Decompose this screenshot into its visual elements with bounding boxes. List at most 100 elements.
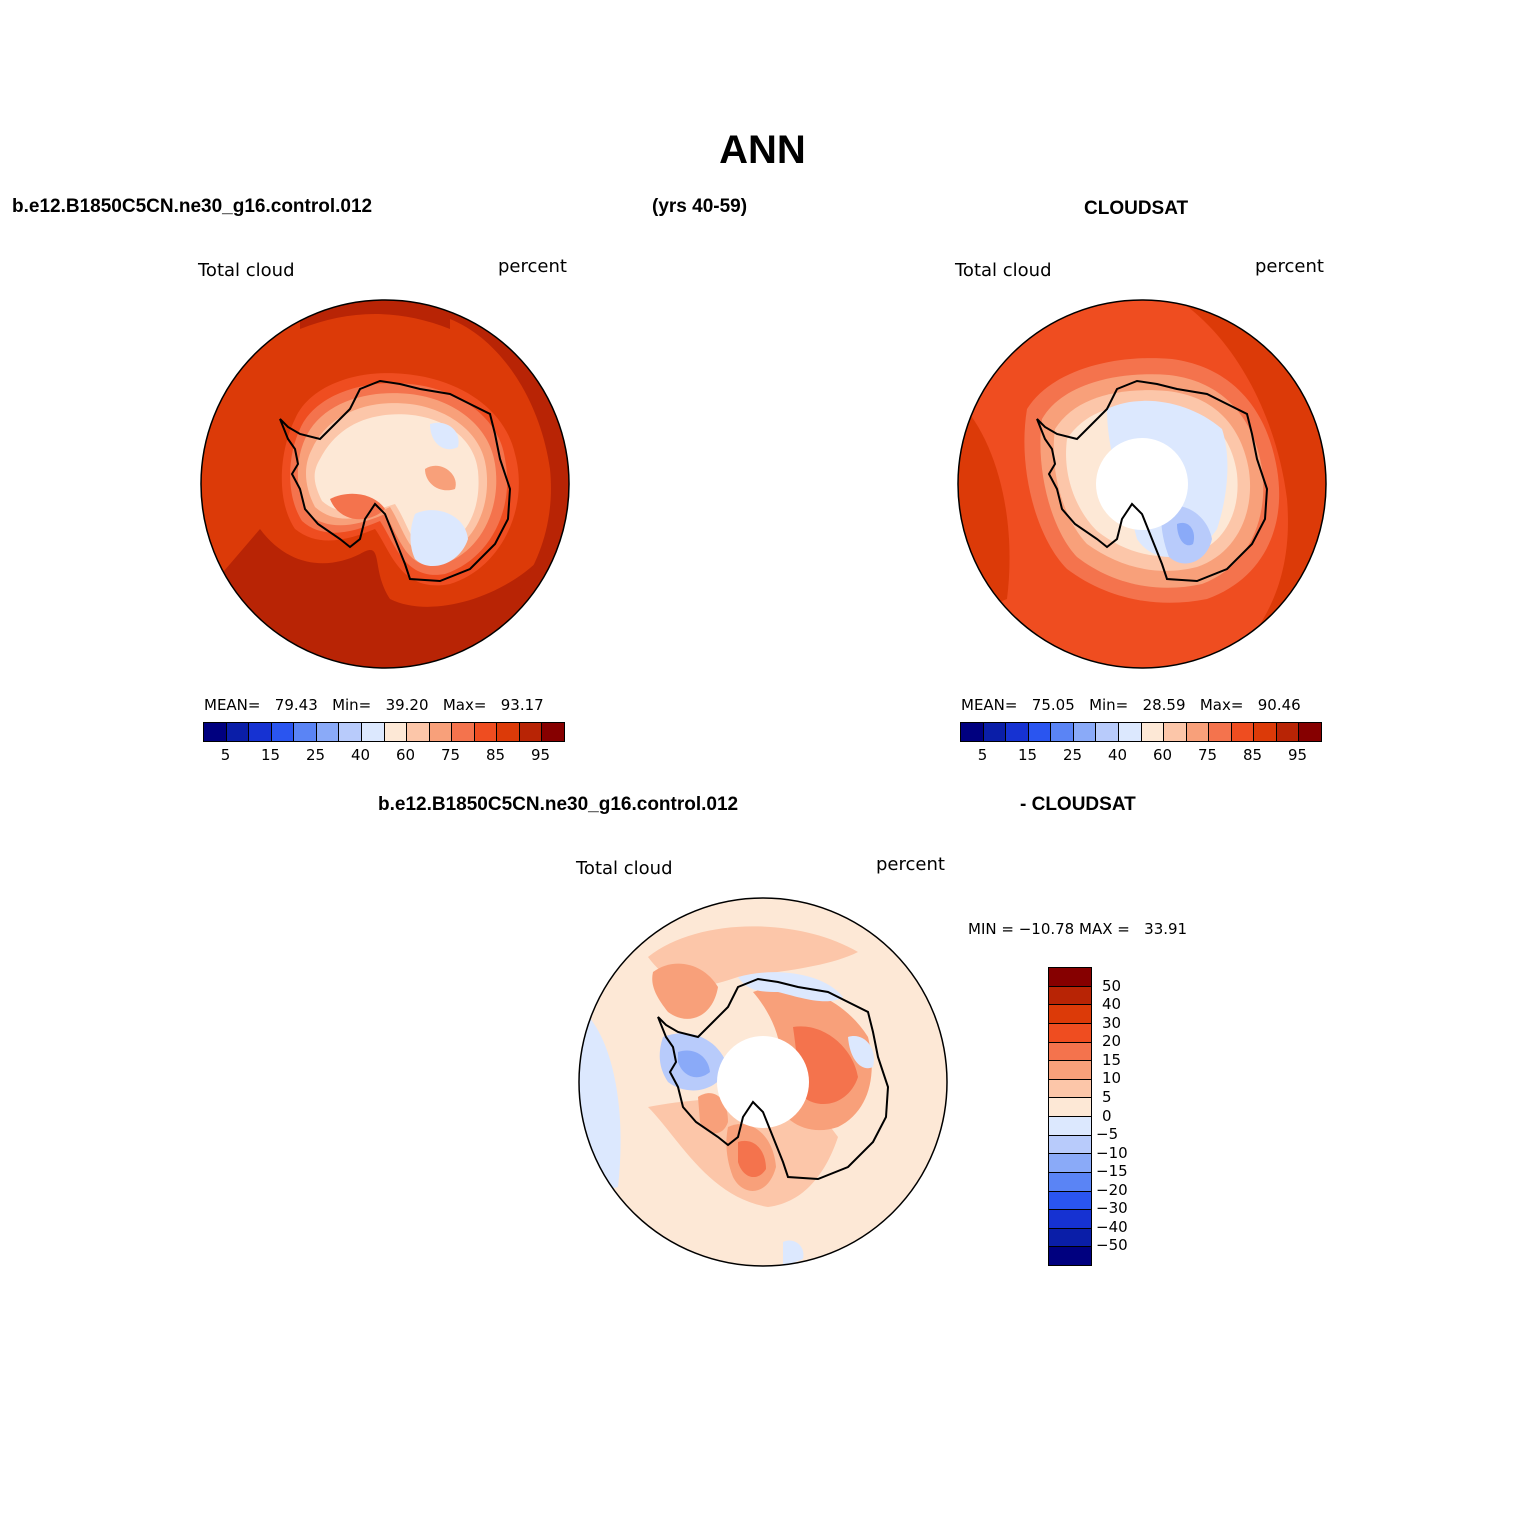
years-label: (yrs 40-59) [652,196,748,217]
diff-field-pos-east2 [793,1026,858,1105]
model-mean-value: 79.43 [274,696,318,714]
obs-colorbar-box [1299,723,1321,741]
model-units-label: percent [498,256,567,277]
model-max-value: 93.17 [500,696,544,714]
obs-colorbar-box [1276,723,1300,741]
model-colorbar-tick: 40 [350,746,371,764]
obs-units-label: percent [1255,256,1324,277]
model-colorbar [203,722,565,742]
model-field-high-south [201,529,569,668]
obs-colorbar-tick: 95 [1287,746,1308,764]
diff-colorbar-tick: −50 [1096,1236,1128,1255]
diff-colorbar-box [1049,1247,1091,1265]
model-colorbar-box [407,723,430,741]
diff-field-blue-center2 [678,1050,710,1078]
obs-colorbar-tick: 25 [1062,746,1083,764]
diff-colorbar-box [1049,1228,1091,1248]
obs-colorbar-tick: 40 [1107,746,1128,764]
diff-colorbar-box [1049,1042,1091,1062]
diff-max-label: MAX = [1079,920,1130,938]
obs-mean-value: 75.05 [1031,696,1075,714]
obs-colorbar-box [1051,723,1074,741]
obs-polar-gap [1096,438,1188,530]
obs-antarctica-coastline [1036,379,1269,583]
figure-title: ANN [719,128,806,172]
model-field-inner-red [330,493,385,520]
diff-colorbar-box [1049,1191,1091,1211]
diff-colorbar-tick: 10 [1102,1069,1122,1088]
obs-map [957,299,1327,669]
obs-colorbar-box [983,723,1007,741]
obs-colorbar-box [1231,723,1255,741]
model-colorbar-box [271,723,295,741]
diff-map-boundary [578,897,948,1267]
obs-colorbar-tick: 15 [1017,746,1038,764]
diff-colorbar-box [1049,986,1091,1006]
obs-colorbar-box [1118,723,1142,741]
model-colorbar-tick: 5 [220,746,231,764]
diff-colorbar-tick: −10 [1096,1143,1128,1162]
model-colorbar-tick: 75 [440,746,461,764]
obs-max-value: 90.46 [1257,696,1301,714]
diff-colorbar-tick: −5 [1096,1125,1119,1144]
obs-max-label: Max= [1199,696,1244,714]
obs-colorbar-box [1006,723,1029,741]
model-colorbar-tick: 95 [530,746,551,764]
diff-colorbar-box [1049,1098,1091,1117]
diff-colorbar-tick: −15 [1096,1162,1128,1181]
model-mean-label: MEAN= [204,696,261,714]
diff-colorbar-box [1049,968,1091,987]
diff-field-pos-nw [652,963,718,1019]
obs-colorbar-box [1164,723,1187,741]
diff-colorbar-tick: 30 [1102,1013,1122,1032]
model-colorbar-box [249,723,272,741]
diff-colorbar-box [1049,1210,1091,1229]
obs-map-boundary [957,299,1327,669]
diff-antarctica-coastline [657,977,890,1181]
diff-colorbar-tick: −30 [1096,1199,1128,1218]
model-colorbar-box [204,723,227,741]
model-map-boundary [200,299,570,669]
model-colorbar-box [226,723,250,741]
obs-colorbar-box [961,723,984,741]
model-stats: MEAN= 79.43 Min= 39.20 Max= 93.17 [204,696,544,714]
model-variable-label: Total cloud [198,260,295,281]
diff-colorbar-tick: 20 [1102,1032,1122,1051]
diff-min-value: −10.78 [1018,920,1075,938]
diff-colorbar-tick: 5 [1102,1087,1112,1106]
diff-colorbar-box [1049,1172,1091,1192]
model-colorbar-tick: 25 [305,746,326,764]
diff-colorbar-box [1049,1061,1091,1080]
model-colorbar-box [316,723,340,741]
model-colorbar-box [542,723,564,741]
obs-colorbar-ticks: 5 15 25 40 60 75 85 95 [960,746,1320,766]
diff-units-label: percent [876,854,945,875]
diff-stats: MIN = −10.78 MAX = 33.91 [968,920,1187,938]
model-colorbar-tick: 85 [485,746,506,764]
model-colorbar-box [429,723,453,741]
obs-colorbar-tick: 75 [1197,746,1218,764]
model-colorbar-box [384,723,408,741]
model-colorbar-box [519,723,543,741]
diff-colorbar-box [1049,1135,1091,1155]
model-colorbar-tick: 15 [260,746,281,764]
model-colorbar-box [474,723,498,741]
model-colorbar-box [497,723,520,741]
obs-case-label: CLOUDSAT [1084,198,1189,219]
model-case-label: b.e12.B1850C5CN.ne30_g16.control.012 [12,196,373,217]
model-antarctica-coastline [279,379,512,583]
model-colorbar-box [339,723,362,741]
diff-colorbar-tick: 40 [1102,995,1122,1014]
diff-field-pos-south3 [738,1140,766,1178]
diff-colorbar-box [1049,1023,1091,1043]
obs-colorbar-tick: 85 [1242,746,1263,764]
obs-colorbar-tick: 60 [1152,746,1173,764]
diff-min-label: MIN = [968,920,1014,938]
obs-colorbar-box [1096,723,1119,741]
diff-variable-label: Total cloud [576,858,673,879]
diff-colorbar-box [1049,1005,1091,1024]
obs-field-low3 [1177,522,1195,546]
model-colorbar-tick: 60 [395,746,416,764]
diff-field-pos-west [698,1093,728,1134]
diff-obs-label: - CLOUDSAT [1020,794,1136,815]
